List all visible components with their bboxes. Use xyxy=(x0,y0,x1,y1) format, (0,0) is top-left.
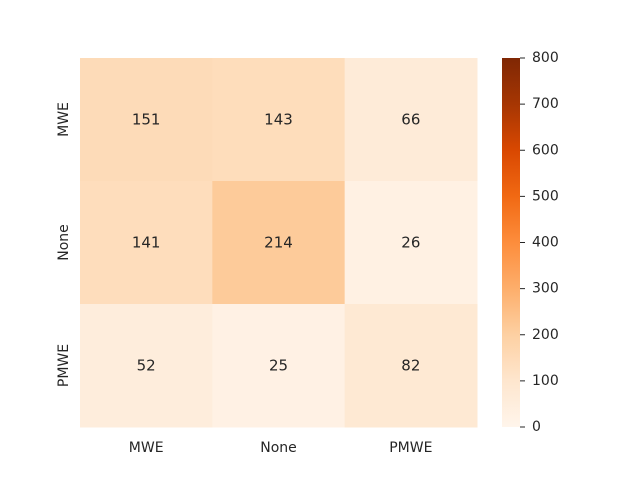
colorbar-tick-label: 800 xyxy=(532,50,559,66)
heatmap-cell xyxy=(80,181,213,305)
cell-value-label: 82 xyxy=(401,357,420,375)
cell-value-label: 52 xyxy=(137,357,156,375)
colorbar-tick-label: 700 xyxy=(532,96,559,112)
colorbar-tick-label: 100 xyxy=(532,373,559,389)
x-tick-label: PMWE xyxy=(389,440,432,456)
cell-value-label: 214 xyxy=(264,234,293,252)
heatmap-cells: 151 143 66 141 214 26 52 25 82 xyxy=(80,58,478,428)
cell-value-label: 143 xyxy=(264,111,293,129)
colorbar-tick-label: 500 xyxy=(532,188,559,204)
cell-value-label: 66 xyxy=(401,111,420,129)
x-tick-label: None xyxy=(260,440,297,456)
colorbar-tick-label: 400 xyxy=(532,235,559,251)
colorbar-ticks: 0 100 200 300 400 500 600 700 800 xyxy=(520,50,559,435)
colorbar-tick-label: 600 xyxy=(532,142,559,158)
heatmap-cell xyxy=(212,304,346,428)
x-tick-labels: MWE None PMWE xyxy=(129,440,433,456)
y-tick-label: None xyxy=(56,224,72,261)
heatmap-cell xyxy=(80,304,213,428)
colorbar xyxy=(502,58,520,427)
cell-value-label: 25 xyxy=(269,357,288,375)
cell-value-label: 141 xyxy=(132,234,161,252)
heatmap-cell xyxy=(344,304,478,428)
colorbar-tick-label: 0 xyxy=(532,419,541,435)
x-tick-label: MWE xyxy=(129,440,164,456)
y-tick-label: MWE xyxy=(56,102,72,137)
cell-value-label: 26 xyxy=(401,234,420,252)
heatmap-cell xyxy=(212,58,346,182)
heatmap-cell xyxy=(80,58,213,182)
colorbar-tick-label: 200 xyxy=(532,327,559,343)
heatmap-cell xyxy=(212,181,346,305)
heatmap-cell xyxy=(344,58,478,182)
y-tick-labels: MWE None PMWE xyxy=(56,102,72,387)
heatmap-cell xyxy=(344,181,478,305)
colorbar-tick-label: 300 xyxy=(532,281,559,297)
cell-value-label: 151 xyxy=(132,111,161,129)
y-tick-label: PMWE xyxy=(56,344,72,387)
